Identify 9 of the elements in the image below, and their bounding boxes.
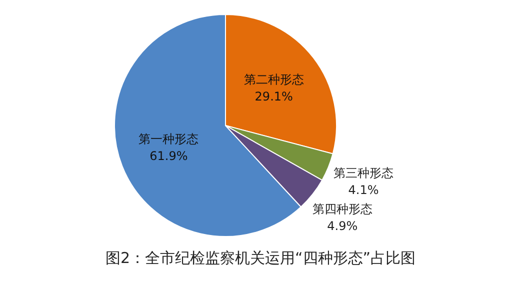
data-label: 29.1% <box>254 89 293 104</box>
data-label: 61.9% <box>150 148 188 163</box>
data-label: 4.1% <box>348 182 379 197</box>
slice-label: 第四种形态 <box>312 202 372 216</box>
slice-label: 第一种形态 <box>138 132 199 146</box>
data-label: 4.9% <box>327 219 358 234</box>
slice-label: 第三种形态 <box>334 166 394 180</box>
slice-label: 第二种形态 <box>244 72 304 86</box>
text: 图2：全市纪检监察机关运用“四种形态”占比图 <box>104 249 417 268</box>
